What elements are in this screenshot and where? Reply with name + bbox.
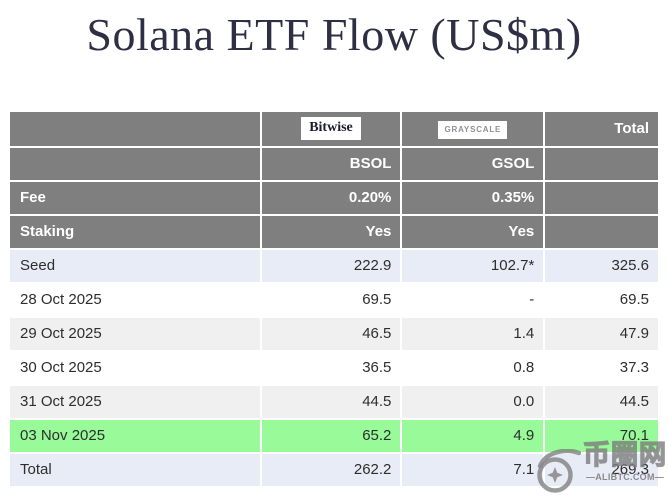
gsol-ticker-cell: GSOL [402, 147, 544, 180]
table-row-total: Total 262.2 7.1 269.3 [10, 453, 658, 486]
header-logo-row: Bitwise GRAYSCALE Total [10, 111, 658, 146]
bitwise-logo: Bitwise [301, 117, 361, 141]
gsol-value-cell: 4.9 [402, 419, 544, 452]
table-row: 31 Oct 2025 44.5 0.0 44.5 [10, 385, 658, 418]
empty-cell [545, 215, 658, 248]
empty-cell [545, 147, 658, 180]
gsol-value-cell: - [402, 283, 544, 316]
watermark-site-text: —ALIBTC.COM— [585, 471, 665, 482]
table-row: 30 Oct 2025 36.5 0.8 37.3 [10, 351, 658, 384]
bsol-ticker-cell: BSOL [261, 147, 401, 180]
empty-cell [10, 111, 260, 146]
row-label-cell: 31 Oct 2025 [10, 385, 260, 418]
staking-label-cell: Staking [10, 215, 260, 248]
watermark-logo-icon [537, 449, 581, 493]
gsol-value-cell: 7.1 [402, 453, 544, 486]
row-label-cell: 28 Oct 2025 [10, 283, 260, 316]
total-value-cell: 70.1 [545, 419, 658, 452]
total-value-cell: 47.9 [545, 317, 658, 350]
grayscale-logo-cell: GRAYSCALE [402, 111, 544, 146]
total-value-cell: 269.3 [545, 453, 658, 486]
row-label-cell: Seed [10, 249, 260, 282]
total-value-cell: 37.3 [545, 351, 658, 384]
table-row: Seed 222.9 102.7* 325.6 [10, 249, 658, 282]
table-row: 28 Oct 2025 69.5 - 69.5 [10, 283, 658, 316]
watermark-cn-text: 币圈网 [582, 440, 667, 471]
table-row: 29 Oct 2025 46.5 1.4 47.9 [10, 317, 658, 350]
table-row-highlighted: 03 Nov 2025 65.2 4.9 70.1 [10, 419, 658, 452]
row-label-cell: Total [10, 453, 260, 486]
gsol-value-cell: 1.4 [402, 317, 544, 350]
total-column-header: Total [545, 111, 658, 146]
fee-label-cell: Fee [10, 181, 260, 214]
bsol-fee-cell: 0.20% [261, 181, 401, 214]
bsol-value-cell: 46.5 [261, 317, 401, 350]
watermark: 币圈网 —ALIBTC.COM— [533, 440, 667, 495]
total-value-cell: 69.5 [545, 283, 658, 316]
total-value-cell: 325.6 [545, 249, 658, 282]
watermark-text-block: 币圈网 —ALIBTC.COM— [582, 440, 667, 482]
gsol-value-cell: 0.0 [402, 385, 544, 418]
bsol-value-cell: 69.5 [261, 283, 401, 316]
gsol-value-cell: 102.7* [402, 249, 544, 282]
bsol-value-cell: 222.9 [261, 249, 401, 282]
row-label-cell: 29 Oct 2025 [10, 317, 260, 350]
page-title: Solana ETF Flow (US$m) [86, 9, 582, 60]
empty-cell [545, 181, 658, 214]
grayscale-logo: GRAYSCALE [438, 120, 508, 139]
gsol-fee-cell: 0.35% [402, 181, 544, 214]
header-staking-row: Staking Yes Yes [10, 215, 658, 248]
row-label-cell: 30 Oct 2025 [10, 351, 260, 384]
bsol-value-cell: 36.5 [261, 351, 401, 384]
bsol-value-cell: 65.2 [261, 419, 401, 452]
gsol-value-cell: 0.8 [402, 351, 544, 384]
etf-flow-table: Bitwise GRAYSCALE Total BSOL GSOL Fee 0.… [8, 110, 660, 488]
bsol-staking-cell: Yes [261, 215, 401, 248]
bsol-value-cell: 262.2 [261, 453, 401, 486]
bitwise-logo-cell: Bitwise [261, 111, 401, 146]
header-fee-row: Fee 0.20% 0.35% [10, 181, 658, 214]
total-value-cell: 44.5 [545, 385, 658, 418]
bsol-value-cell: 44.5 [261, 385, 401, 418]
header-ticker-row: BSOL GSOL [10, 147, 658, 180]
gsol-staking-cell: Yes [402, 215, 544, 248]
empty-cell [10, 147, 260, 180]
row-label-cell: 03 Nov 2025 [10, 419, 260, 452]
